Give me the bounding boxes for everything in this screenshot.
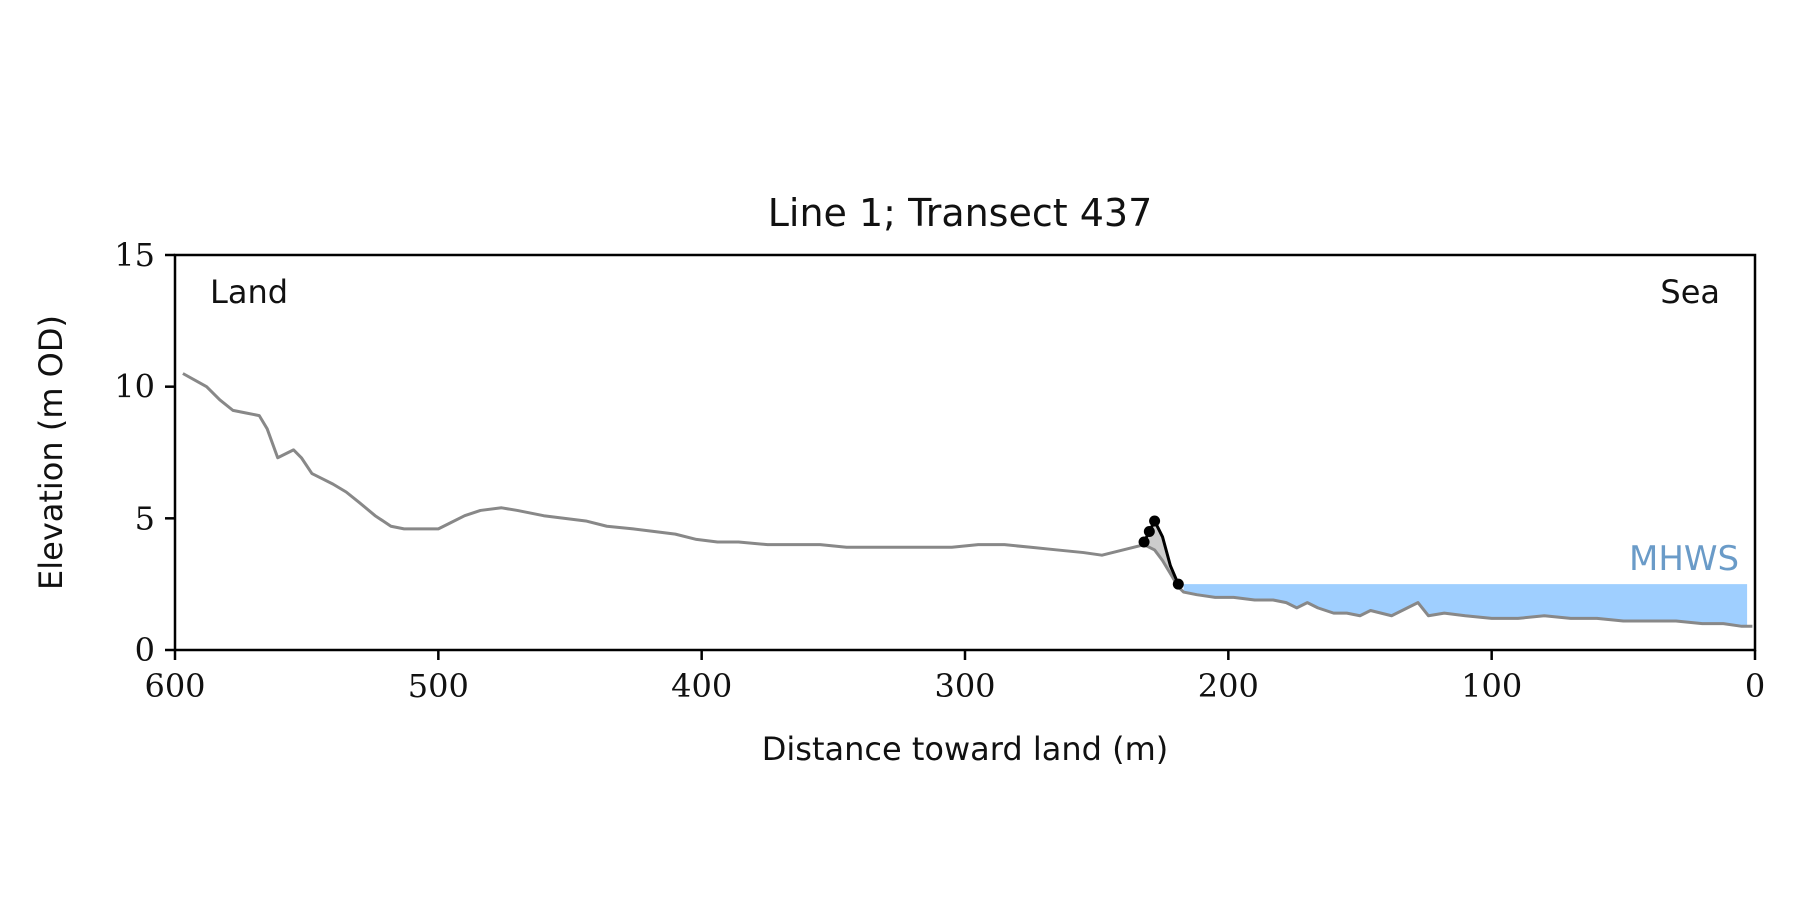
y-tick-label: 10 (114, 368, 155, 406)
y-axis: 0 5 10 15 (114, 236, 175, 669)
x-tick-label: 100 (1461, 667, 1522, 705)
y-axis-label: Elevation (m OD) (32, 315, 70, 590)
sea-label: Sea (1660, 273, 1720, 311)
y-tick-label: 5 (135, 499, 155, 537)
x-axis-label: Distance toward land (m) (762, 730, 1168, 768)
feature-point (1143, 526, 1155, 537)
x-tick-label: 500 (408, 667, 469, 705)
feature-point (1172, 578, 1184, 590)
feature-point (1149, 515, 1161, 527)
x-tick-label: 300 (934, 667, 995, 705)
x-tick-label: 200 (1198, 667, 1259, 705)
y-tick-label: 0 (135, 631, 155, 669)
x-tick-label: 0 (1745, 667, 1765, 705)
land-label: Land (210, 273, 288, 311)
chart-title: Line 1; Transect 437 (768, 191, 1153, 235)
plot-area (182, 372, 1753, 628)
x-axis: 600 500 400 300 200 100 0 (144, 650, 1765, 705)
x-tick-label: 600 (144, 667, 205, 705)
y-tick-label: 15 (114, 236, 155, 274)
feature-point (1138, 536, 1150, 548)
mhws-label: MHWS (1629, 539, 1739, 579)
x-tick-label: 400 (671, 667, 732, 705)
profile-line (182, 372, 1753, 628)
mhws-water-area (1183, 584, 1748, 627)
